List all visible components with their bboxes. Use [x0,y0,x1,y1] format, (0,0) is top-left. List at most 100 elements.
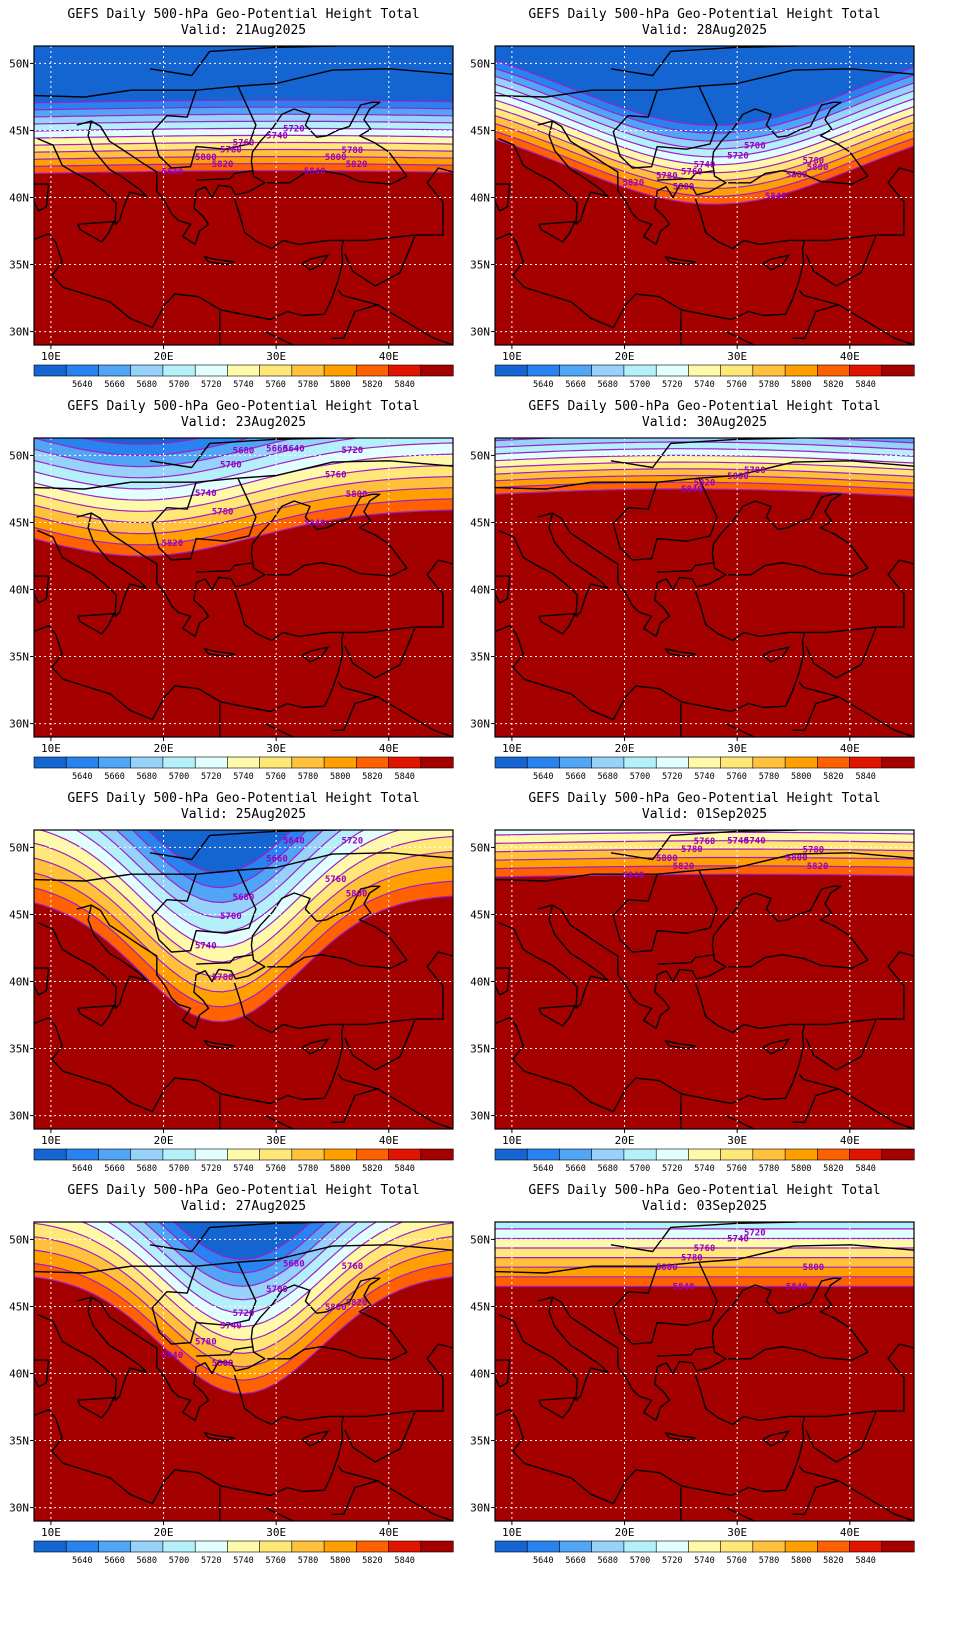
colorbar-swatch [494,1540,528,1553]
panel-valid-date: Valid: 30Aug2025 [642,415,767,430]
coastline [149,46,336,77]
colorbar-swatch [655,1540,690,1553]
lon-tick-label: 10E [41,1134,61,1147]
contour-line [495,130,914,197]
contour-label: 5740 [195,941,217,951]
contour-line [34,509,453,557]
contour-line [34,1235,453,1355]
coastline [725,1114,755,1129]
contour-label: 5800 [195,153,217,163]
colorbar-swatch [130,756,164,769]
coastline [612,869,718,953]
colorbar-swatch [259,1148,293,1161]
colorbar-swatch [720,1540,754,1553]
coastline [151,477,257,561]
coastline [805,628,877,679]
colorbar-label: 5780 [298,1556,318,1566]
contour-line [34,438,363,479]
contour-line [80,1222,405,1328]
colorbar-swatch [623,364,657,377]
coastline [331,681,379,731]
coastline [149,830,336,861]
colorbar-label: 5840 [855,1164,875,1174]
coastline [344,951,453,1026]
map-panel: GEFS Daily 500-hPa Geo-Potential Height … [9,399,454,782]
colorbar-swatch [323,364,357,377]
coastline [762,646,790,663]
band-fill [495,1217,914,1219]
contour-line [34,127,453,132]
colorbar-swatch [194,364,228,377]
colorbar-swatch [259,756,293,769]
lon-tick-label: 40E [840,742,860,755]
coastline [805,1343,914,1418]
coastline [495,967,511,996]
colorbar-label: 5660 [565,1164,585,1174]
coastline [77,220,115,243]
coastline [538,220,576,243]
contour-line [34,850,453,978]
contour-line [34,134,453,139]
panel-title: GEFS Daily 500-hPa Geo-Potential Height … [528,7,880,22]
colorbar-label: 5720 [662,772,682,782]
colorbar-label: 5680 [598,772,618,782]
contour-label: 5800 [803,1263,825,1273]
contour-label: 5800 [656,854,678,864]
colorbar-swatch [752,756,786,769]
lat-tick-label: 35N [9,651,29,664]
contour-label: 5820 [161,539,183,549]
colorbar-label: 5660 [104,380,124,390]
contour-line [126,1222,358,1301]
coastline [612,85,718,169]
contour-line [495,873,914,878]
lon-tick-label: 10E [41,1526,61,1539]
lon-tick-label: 10E [502,1526,522,1539]
lon-tick-label: 20E [615,1134,635,1147]
contour-line [495,840,914,844]
coastline [151,85,257,169]
contour-label: 5820 [212,160,234,170]
colorbar-swatch [130,1540,164,1553]
contour-label: 5780 [803,845,825,855]
colorbar-swatch [526,1540,561,1553]
contour-line [97,830,343,919]
colorbar-label: 5760 [265,772,285,782]
coastline [264,722,294,737]
coastline [792,289,840,339]
contour-label: 5760 [681,168,703,178]
map-panel: GEFS Daily 500-hPa Geo-Potential Height … [9,7,454,390]
contour-label: 5800 [786,170,808,180]
colorbar: 5640 5660 5680 5700 5720 5740 5760 5780 5800 5820… [494,756,915,782]
lat-tick-label: 35N [470,651,490,664]
coastline [37,512,148,617]
colorbar-label: 5800 [791,772,811,782]
map-frame [494,1221,915,1522]
coastline [657,1346,715,1357]
lat-tick-label: 50N [9,841,29,854]
colorbar-label: 5760 [265,1556,285,1566]
colorbar-label: 5820 [362,1556,382,1566]
contour-line [495,831,914,836]
lat-tick-label: 50N [9,1233,29,1246]
band-fill [495,830,914,1129]
coastline [792,681,840,731]
coastline [344,236,416,287]
coastline [344,559,453,634]
colorbar-swatch [816,756,851,769]
colorbar-label: 5700 [169,1556,189,1566]
contour-line [143,1222,342,1287]
coastline [538,612,576,635]
lon-tick-label: 30E [266,742,286,755]
colorbar-label: 5760 [726,1164,746,1174]
coastline [495,982,806,1113]
colorbar-swatch [494,364,528,377]
colorbar-swatch [162,364,196,377]
contour-label: 5820 [694,478,716,488]
coastline [805,1020,877,1071]
coastline [929,514,957,611]
lon-tick-label: 40E [840,1526,860,1539]
band-fill [495,824,914,827]
colorbar-label: 5780 [298,772,318,782]
colorbar-label: 5720 [662,1164,682,1174]
